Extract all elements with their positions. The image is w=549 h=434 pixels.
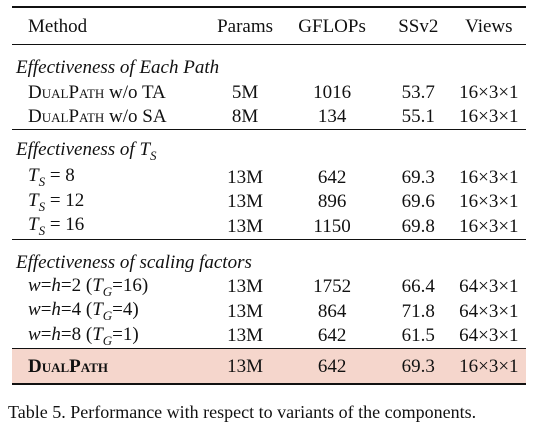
- section-title: Effectiveness of TS: [12, 129, 526, 165]
- params-cell: 13M: [227, 300, 263, 322]
- table-row: w=h=8 (TG=1) 13M 642 61.5 64×3×1: [12, 324, 526, 349]
- table-row: TS = 8 13M 642 69.3 16×3×1: [12, 165, 526, 190]
- params-cell: 13M: [227, 276, 263, 298]
- ssv2-cell: 69.8: [401, 215, 435, 237]
- params-cell: 8M: [231, 106, 259, 128]
- gflops-cell: 642: [317, 325, 347, 347]
- table-row: DualPath w/o TA 5M 1016 53.7 16×3×1: [12, 80, 526, 105]
- table-row: w=h=4 (TG=4) 13M 864 71.8 64×3×1: [12, 299, 526, 324]
- gflops-cell: 1752: [313, 276, 352, 298]
- table-caption: Table 5. Performance with respect to var…: [8, 402, 477, 422]
- header-params: Params: [210, 6, 280, 45]
- views-cell: 16×3×1: [459, 215, 519, 237]
- header-views: Views: [451, 6, 526, 45]
- section-title: Effectiveness of scaling factors: [12, 238, 526, 275]
- method-cell: TS = 16: [28, 214, 85, 239]
- params-cell: 13M: [210, 348, 280, 385]
- gflops-cell: 1150: [313, 215, 351, 237]
- views-cell: 16×3×1: [451, 348, 526, 385]
- ssv2-cell: 69.6: [401, 191, 435, 213]
- header-method: Method: [12, 6, 211, 45]
- views-cell: 64×3×1: [459, 300, 519, 322]
- ssv2-cell: 55.1: [401, 106, 435, 128]
- views-cell: 16×3×1: [459, 166, 519, 188]
- ssv2-cell: 69.3: [401, 166, 435, 188]
- ssv2-cell: 66.4: [401, 276, 435, 298]
- method-cell: DualPath w/o TA: [28, 81, 166, 103]
- gflops-cell: 642: [279, 348, 385, 385]
- method-cell: TS = 12: [28, 189, 85, 214]
- gflops-cell: 134: [317, 106, 347, 128]
- ssv2-cell: 71.8: [401, 300, 435, 322]
- table-row: TS = 12 13M 896 69.6 16×3×1: [12, 190, 526, 215]
- params-cell: 5M: [231, 81, 259, 103]
- gflops-cell: 642: [317, 166, 347, 188]
- table-row: w=h=2 (TG=16) 13M 1752 66.4 64×3×1: [12, 275, 526, 300]
- params-cell: 13M: [227, 215, 263, 237]
- table-header-row: Method Params GFLOPs SSv2 Views: [12, 6, 526, 45]
- results-table: Method Params GFLOPs SSv2 Views Effectiv…: [12, 6, 526, 385]
- method-cell: w=h=4 (TG=4): [28, 299, 139, 324]
- views-cell: 64×3×1: [459, 276, 519, 298]
- params-cell: 13M: [227, 166, 263, 188]
- views-cell: 16×3×1: [459, 106, 519, 128]
- method-cell: w=h=8 (TG=1): [28, 323, 139, 348]
- table-row-final: DualPath 13M 642 69.3 16×3×1: [12, 348, 526, 385]
- params-cell: 13M: [227, 191, 263, 213]
- ssv2-cell: 61.5: [401, 325, 435, 347]
- header-ssv2: SSv2: [384, 6, 452, 45]
- views-cell: 16×3×1: [459, 81, 519, 103]
- method-cell: TS = 8: [28, 165, 75, 190]
- views-cell: 64×3×1: [459, 325, 519, 347]
- params-cell: 13M: [227, 325, 263, 347]
- gflops-cell: 864: [317, 300, 347, 322]
- header-gflops: GFLOPs: [279, 6, 385, 45]
- method-cell: DualPath: [12, 348, 211, 385]
- gflops-cell: 896: [317, 191, 347, 213]
- section-title: Effectiveness of Each Path: [12, 44, 526, 80]
- section-header-scaling: Effectiveness of scaling factors: [12, 238, 526, 275]
- section-header-paths: Effectiveness of Each Path: [12, 44, 526, 80]
- gflops-cell: 1016: [313, 81, 352, 103]
- ssv2-cell: 53.7: [401, 81, 435, 103]
- table-row: TS = 16 13M 1150 69.8 16×3×1: [12, 214, 526, 239]
- ssv2-cell: 69.3: [384, 348, 452, 385]
- table-row: DualPath w/o SA 8M 134 55.1 16×3×1: [12, 105, 526, 130]
- section-header-ts: Effectiveness of TS: [12, 129, 526, 165]
- views-cell: 16×3×1: [459, 191, 519, 213]
- method-cell: DualPath w/o SA: [28, 106, 167, 128]
- method-cell: w=h=2 (TG=16): [28, 274, 149, 299]
